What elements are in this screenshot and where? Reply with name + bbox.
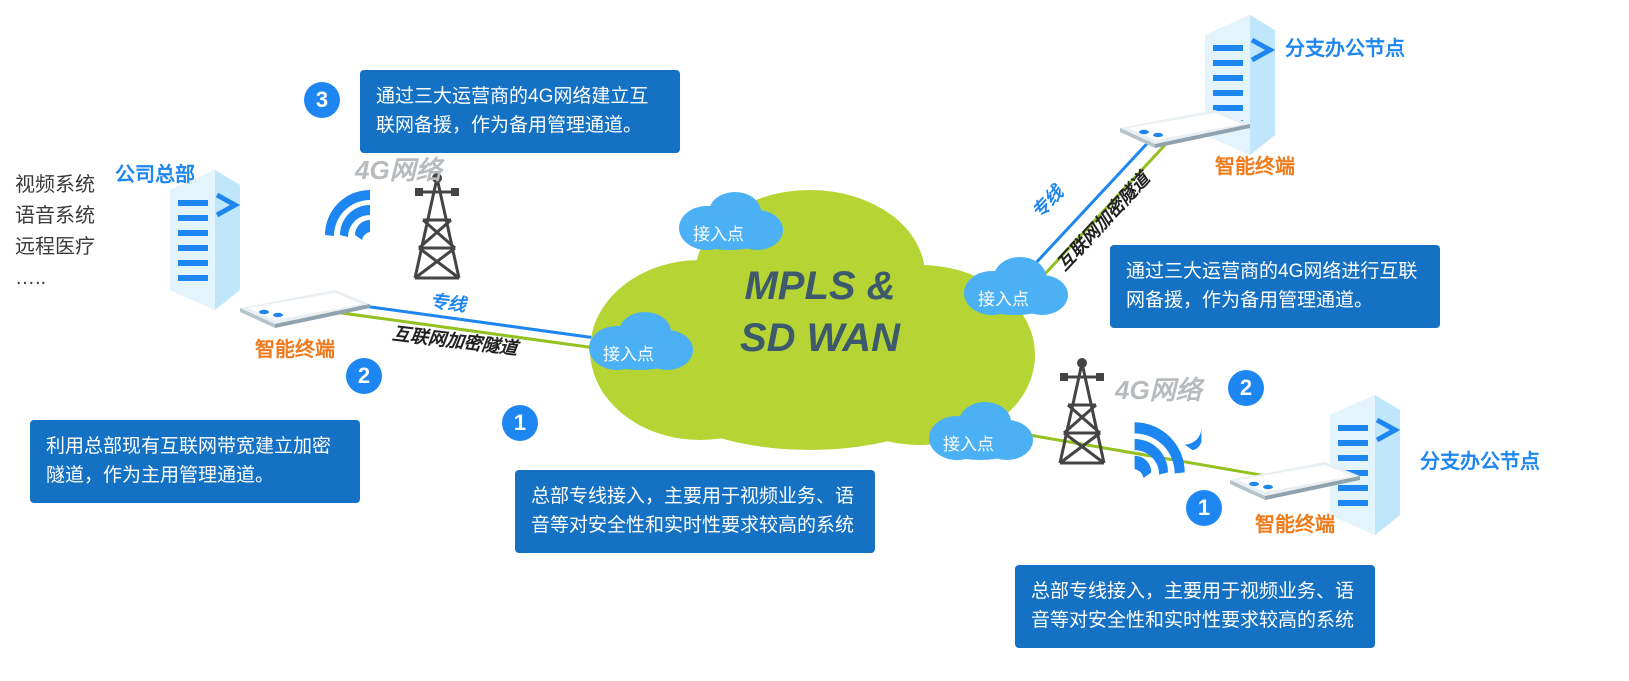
- ap-right-label: 接入点: [978, 285, 1029, 310]
- branch-tr-terminal-icon: [1120, 110, 1250, 148]
- tower-right-icon: [1050, 355, 1114, 465]
- callout-hq-1: 总部专线接入，主要用于视频业务、语音等对安全性和实时性要求较高的系统: [515, 470, 875, 553]
- list-item: 语音系统: [15, 201, 95, 232]
- hq-terminal-label: 智能终端: [255, 333, 335, 362]
- branch-tr-label: 分支办公节点: [1285, 32, 1405, 61]
- branch-tr-terminal-label: 智能终端: [1215, 150, 1295, 179]
- hq-building-icon: [160, 170, 250, 310]
- hq-terminal-icon: [240, 290, 370, 328]
- cloud-title-line1: MPLS &: [744, 264, 895, 308]
- badge-hq-1: 1: [502, 405, 538, 441]
- list-item: 视频系统: [15, 170, 95, 201]
- ap-left-label: 接入点: [603, 340, 654, 365]
- cloud-title-line2: SD WAN: [740, 316, 900, 360]
- branch-br-terminal-icon: [1230, 462, 1360, 500]
- badge-br-1: 1: [1186, 490, 1222, 526]
- callout-br-1: 总部专线接入，主要用于视频业务、语音等对安全性和实时性要求较高的系统: [1015, 565, 1375, 648]
- hq-systems-list: 视频系统 语音系统 远程医疗 …..: [15, 170, 95, 294]
- callout-br-2: 通过三大运营商的4G网络进行互联网备援，作为备用管理通道。: [1110, 245, 1440, 328]
- branch-br-terminal-label: 智能终端: [1255, 508, 1335, 537]
- badge-br-2: 2: [1228, 370, 1264, 406]
- radio-waves-left-icon: [300, 180, 380, 250]
- callout-hq-2: 利用总部现有互联网带宽建立加密隧道，作为主用管理通道。: [30, 420, 360, 503]
- callout-hq-3: 通过三大运营商的4G网络建立互联网备援，作为备用管理通道。: [360, 70, 680, 153]
- list-item: …..: [15, 263, 95, 294]
- diagram-canvas: MPLS & SD WAN 接入点 接入点 接入点 接入点 公司总部: [0, 0, 1629, 681]
- list-item: 远程医疗: [15, 232, 95, 263]
- ap-bottom-label: 接入点: [943, 430, 994, 455]
- branch-br-label: 分支办公节点: [1420, 445, 1540, 474]
- badge-hq-2: 2: [346, 358, 382, 394]
- hq-label: 公司总部: [115, 158, 195, 187]
- radio-waves-right-icon: [1120, 400, 1216, 478]
- hq-private-line-label: 专线: [429, 287, 468, 317]
- ap-top-label: 接入点: [693, 220, 744, 245]
- badge-hq-3: 3: [304, 82, 340, 118]
- central-cloud-title: MPLS & SD WAN: [680, 260, 960, 364]
